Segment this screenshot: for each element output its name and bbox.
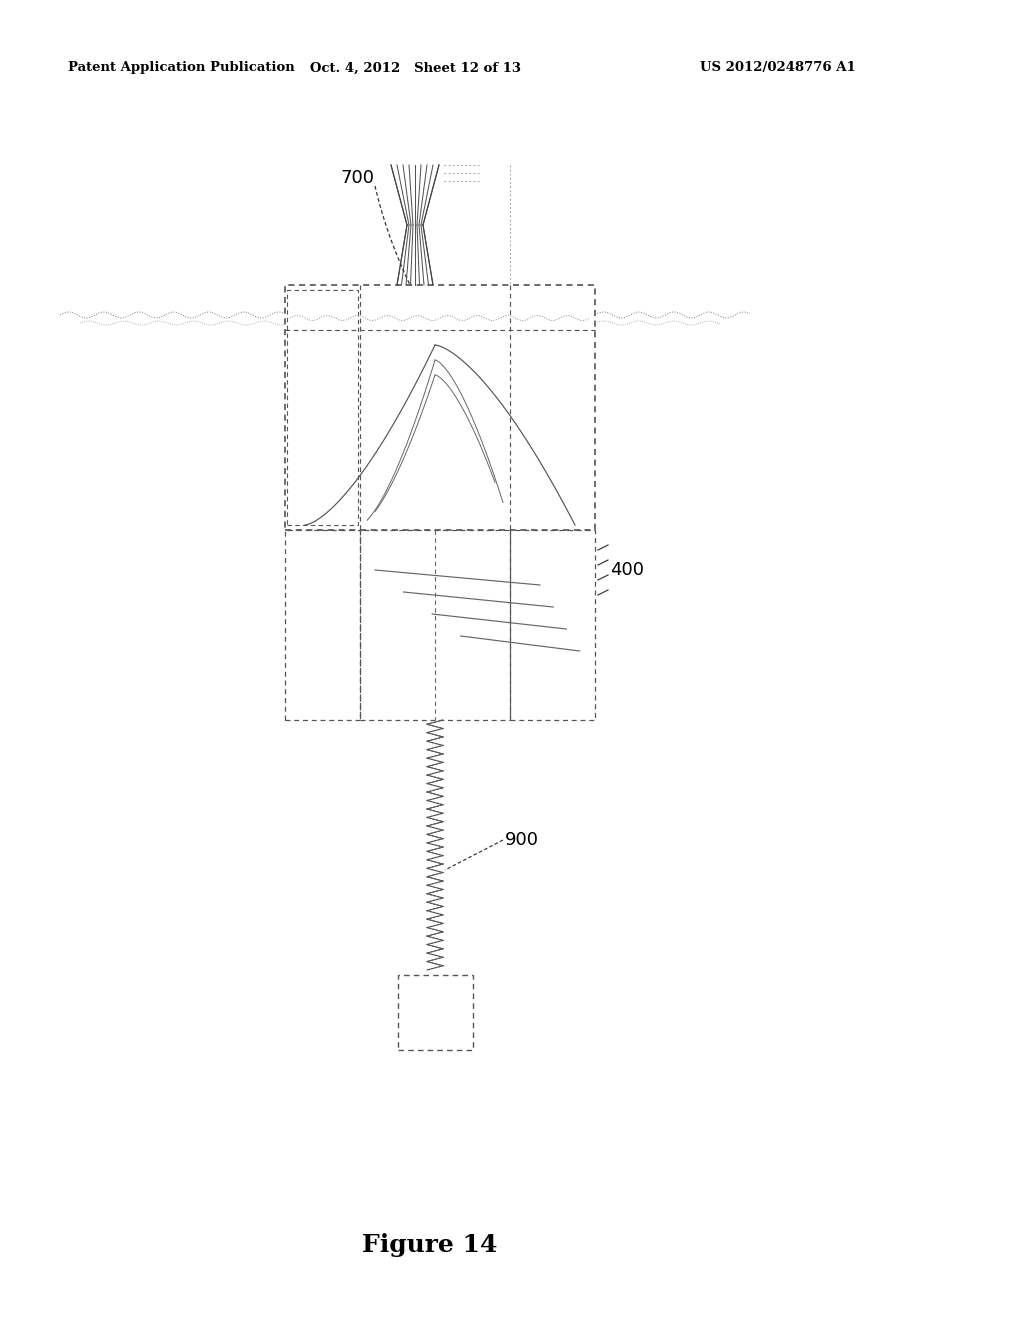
Bar [285, 531, 360, 719]
Text: US 2012/0248776 A1: US 2012/0248776 A1 [700, 62, 856, 74]
Text: 700: 700 [340, 169, 374, 187]
Text: 400: 400 [610, 561, 644, 579]
Bar [287, 290, 358, 525]
Bar [397, 975, 472, 1049]
Bar [285, 285, 595, 531]
Text: 900: 900 [505, 832, 539, 849]
Bar [360, 531, 510, 719]
Text: Patent Application Publication: Patent Application Publication [68, 62, 295, 74]
Text: Oct. 4, 2012   Sheet 12 of 13: Oct. 4, 2012 Sheet 12 of 13 [309, 62, 520, 74]
Text: Figure 14: Figure 14 [362, 1233, 498, 1257]
Bar [510, 531, 595, 719]
